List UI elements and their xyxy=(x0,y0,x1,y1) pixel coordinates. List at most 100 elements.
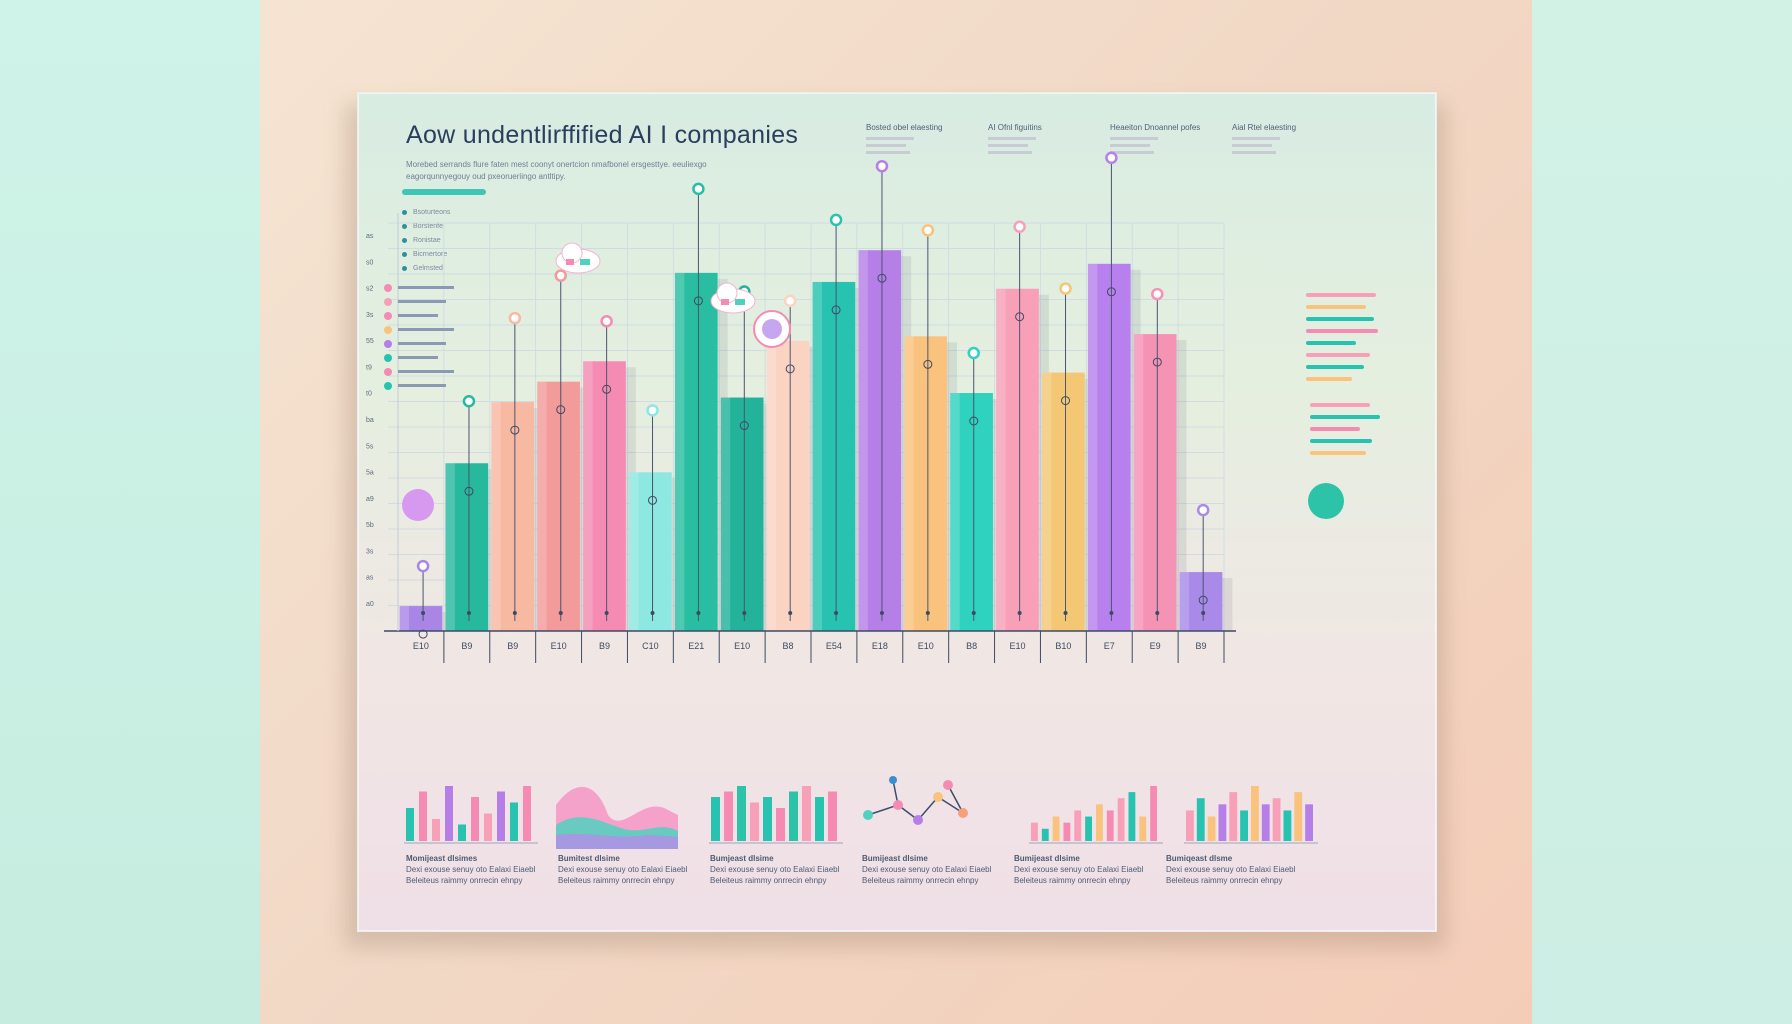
bar-node-icon xyxy=(1015,312,1025,322)
bar xyxy=(812,281,856,631)
list-line xyxy=(398,286,454,289)
bar-node-icon xyxy=(1152,357,1162,367)
y-tick-label: as xyxy=(366,233,374,240)
legend-item: Gelmsted xyxy=(402,261,492,275)
bar-highlight xyxy=(858,250,868,631)
x-tick-label: E10 xyxy=(918,641,934,651)
side-legend-strip xyxy=(1310,451,1366,455)
bar xyxy=(766,340,810,631)
side-legend-strip xyxy=(1310,427,1360,431)
mini-bar xyxy=(1186,810,1194,841)
side-legend-strip xyxy=(1310,403,1370,407)
y-tick-label: s2 xyxy=(366,286,374,293)
mini-bar xyxy=(815,797,824,841)
side-legend-strip xyxy=(1306,341,1356,345)
bar-base-node xyxy=(558,611,563,615)
chart-title: Aow undentlirffified AI I companies xyxy=(406,121,799,149)
mini-bar xyxy=(1063,822,1071,841)
bar xyxy=(1042,372,1085,631)
bar-highlight xyxy=(537,381,547,631)
bar-highlight xyxy=(491,402,501,631)
network-node xyxy=(913,815,923,825)
bar-highlight xyxy=(996,288,1006,631)
mini-bar xyxy=(1096,804,1103,841)
mini-bar xyxy=(1261,804,1270,841)
mini-bar-chart-2 xyxy=(709,786,843,844)
legend-item: Borstenfe xyxy=(402,219,492,233)
bar-base-node xyxy=(742,611,747,615)
bar-highlight xyxy=(399,606,409,631)
list-bullet-icon xyxy=(384,284,392,292)
mini-bar xyxy=(1229,792,1238,841)
x-tick-label: E10 xyxy=(551,641,567,651)
pin-marker-icon xyxy=(508,311,522,325)
badge-icon xyxy=(1308,483,1344,519)
x-tick-label: C10 xyxy=(642,641,659,651)
list-line xyxy=(398,384,446,387)
bar xyxy=(583,361,626,631)
mini-bar xyxy=(1240,810,1248,841)
mini-bar xyxy=(406,808,414,841)
list-line xyxy=(398,314,438,317)
list-bullet-icon xyxy=(384,312,392,320)
mini-bar xyxy=(1139,816,1147,841)
mini-bar xyxy=(1041,828,1049,841)
pin-marker-icon xyxy=(1059,282,1072,295)
y-tick-label: 3s xyxy=(366,312,374,319)
mini-bar xyxy=(1196,798,1205,841)
cloud-icon-fill xyxy=(721,299,729,305)
bar-node-icon xyxy=(464,486,474,496)
y-tick-label: 55 xyxy=(366,338,374,345)
legend-header-bar xyxy=(402,189,486,195)
bar-base-node xyxy=(421,611,426,615)
bar-highlight xyxy=(629,472,639,631)
network-node xyxy=(893,800,903,810)
bar-highlight xyxy=(1087,263,1098,631)
pin-marker-icon xyxy=(1151,287,1164,301)
x-tick-label: E10 xyxy=(734,641,750,651)
mini-bar xyxy=(497,791,505,841)
bar-node-icon xyxy=(418,629,428,639)
mini-caption-3: Bumjeast dlsime Dexi exouse senuy oto Eal… xyxy=(710,854,840,885)
bar-base-node xyxy=(1063,611,1068,615)
y-tick-label: ba xyxy=(366,417,374,424)
bar-base-node xyxy=(1109,611,1114,615)
bar-highlight xyxy=(674,272,685,631)
mini-bar xyxy=(1207,816,1216,841)
y-tick-label: a9 xyxy=(366,496,374,503)
bar-base-node xyxy=(1201,611,1206,615)
bar-highlight xyxy=(812,281,822,631)
y-tick-label: t0 xyxy=(366,391,372,398)
bar-highlight xyxy=(1179,572,1190,631)
mini-network-chart xyxy=(863,776,968,825)
pin-marker-icon xyxy=(967,346,980,360)
pin-marker-icon xyxy=(462,395,476,408)
bar xyxy=(1133,334,1177,631)
y-tick-label: 5a xyxy=(366,470,374,477)
bar-node-icon xyxy=(923,359,933,369)
mini-bar-chart-1 xyxy=(404,786,538,844)
x-tick-label: B9 xyxy=(599,641,610,651)
mini-bar xyxy=(711,797,720,841)
list-bullet-icon xyxy=(384,326,392,334)
column-note-head: Heaeiton Dnoannel pofes xyxy=(1110,123,1201,132)
bar xyxy=(996,288,1039,631)
network-node xyxy=(943,780,953,790)
legend: Bsoturteons Borstenfe Ronistae Bicrnerto… xyxy=(402,189,492,275)
y-tick-label: t9 xyxy=(366,364,372,371)
column-note-3: Heaeiton Dnoannel pofes xyxy=(1110,123,1220,158)
side-legend-strip xyxy=(1306,377,1352,381)
mini-bar xyxy=(750,802,759,841)
bar xyxy=(674,272,718,631)
mini-caption-2: Bumitest dlsime Dexi exouse senuy oto Eal… xyxy=(558,854,688,885)
left-wall xyxy=(0,0,260,1024)
y-tick-label: s0 xyxy=(366,259,374,266)
bar-base-node xyxy=(834,611,839,615)
mini-bar xyxy=(510,802,518,841)
y-tick-label: a0 xyxy=(366,601,374,608)
bar-highlight xyxy=(720,397,731,631)
bar xyxy=(537,381,580,631)
pin-marker-icon xyxy=(416,559,430,573)
bar-node-icon xyxy=(556,405,566,415)
cloud-icon-fill xyxy=(580,259,590,265)
